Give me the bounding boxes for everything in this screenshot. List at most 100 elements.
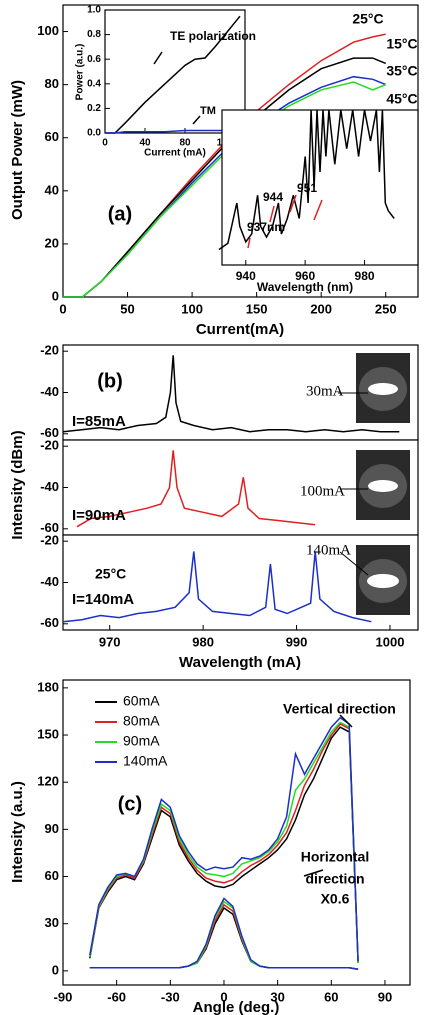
x-tick-label: 0 [59,301,66,316]
y-tick-label: -60 [40,425,59,440]
x-tick-label: 1000 [376,634,405,649]
x-tick-label: 60 [324,989,338,1004]
y-tick-label: -40 [40,384,59,399]
x-tick-label: 0 [102,138,108,149]
x-axis-label: Angle (deg.) [193,999,280,1015]
annotation: 30mA [306,383,344,399]
x-tick-label: 980 [192,634,214,649]
legend-label: 60mA [123,693,160,709]
series-label: 45°C [386,91,417,107]
y-tick-label: 150 [37,726,59,741]
annotation: TE polarization [170,29,256,43]
annotation: direction [305,871,364,887]
x-tick-label: 150 [246,301,268,316]
annotation: 140mA [306,542,351,558]
arrows [153,51,353,877]
x-tick-label: -90 [54,989,73,1004]
y-axis-label: Intensity (dBm) [9,430,26,539]
annotation: I=85mA [72,413,126,430]
panel-label: (c) [118,793,142,815]
x-tick-label: 250 [375,301,397,316]
x-tick-label: 0 [220,989,227,1004]
x-tick-label: 960 [295,269,315,283]
series-line [89,726,359,964]
y-tick-label: 0.2 [87,103,101,114]
y-tick-label: 90 [45,821,59,836]
x-tick-label: 990 [286,634,308,649]
y-tick-label: -40 [40,479,59,494]
x-tick-label: 30 [270,989,284,1004]
series-line [62,355,400,433]
series-line [89,716,359,962]
legend-label: 140mA [123,753,168,769]
y-tick-label: 60 [45,129,59,144]
annotation: 951 [297,181,317,195]
legend-label: 80mA [123,713,160,729]
y-tick-label: -60 [40,520,59,535]
annotation: 25°C [95,566,126,582]
series-label: 15°C [386,36,417,52]
x-tick-label: 940 [236,269,256,283]
plot-frame [62,679,411,986]
plot-frame [221,109,419,266]
y-tick-label: 0 [52,288,59,303]
y-axis-label: Intensity (a.u.) [9,781,26,883]
y-tick-label: -20 [40,533,59,548]
panel-label: (b) [97,370,123,392]
legend-label: 90mA [123,733,160,749]
annotation: TM [200,105,216,117]
series-line [76,450,316,528]
y-tick-label: 1.0 [87,5,101,16]
x-tick-label: 50 [120,301,134,316]
x-axis-label: Wavelength (nm) [257,280,353,294]
panel-label: (a) [108,203,132,225]
x-axis-label: Wavelength (mA) [179,654,301,671]
y-tick-label: 100 [37,23,59,38]
y-tick-label: 20 [45,235,59,250]
y-tick-label: -20 [40,343,59,358]
x-tick-label: 80 [179,138,191,149]
y-tick-label: 60 [45,868,59,883]
annotation: Vertical direction [283,701,396,717]
annotation: 944 [263,190,283,204]
y-tick-label: 40 [45,182,59,197]
y-axis-label: Output Power (mW) [9,80,26,220]
annotation: Horizontal [301,849,369,865]
y-tick-label: 80 [45,76,59,91]
y-tick-label: 0.6 [87,54,101,65]
series-line [62,551,372,623]
series-label: 35°C [386,63,417,79]
x-tick-label: 200 [310,301,332,316]
y-tick-label: 0 [52,962,59,977]
y-tick-label: -40 [40,574,59,589]
annotation: I=90mA [72,507,126,524]
y-tick-label: -60 [40,615,59,630]
y-axis-label: Power (a.u.) [75,44,86,101]
beam-image [338,353,410,615]
y-tick-label: 30 [45,915,59,930]
y-tick-label: 0.0 [87,128,101,139]
x-tick-label: 40 [139,138,151,149]
annotation: X0.6 [321,891,350,907]
annotation: 100mA [300,483,345,499]
y-tick-label: 180 [37,679,59,694]
x-axis-label: Current(mA) [196,321,284,338]
x-tick-label: 100 [181,301,203,316]
series-line-horizontal [89,897,359,971]
x-axis-label: Current (mA) [144,148,206,159]
x-tick-label: -30 [161,989,180,1004]
y-tick-label: -20 [40,438,59,453]
x-tick-label: -60 [107,989,126,1004]
x-tick-label: 90 [378,989,392,1004]
x-tick-label: 970 [99,634,121,649]
x-tick-label: 980 [355,269,375,283]
series-line [89,723,359,964]
annotation: I=140mA [72,591,134,608]
series-line [63,81,386,298]
series-label: 25°C [352,11,383,27]
y-tick-label: 0.4 [87,78,101,89]
annotation: 937nm [247,220,285,234]
y-tick-label: 0.8 [87,29,101,40]
y-tick-label: 120 [37,774,59,789]
